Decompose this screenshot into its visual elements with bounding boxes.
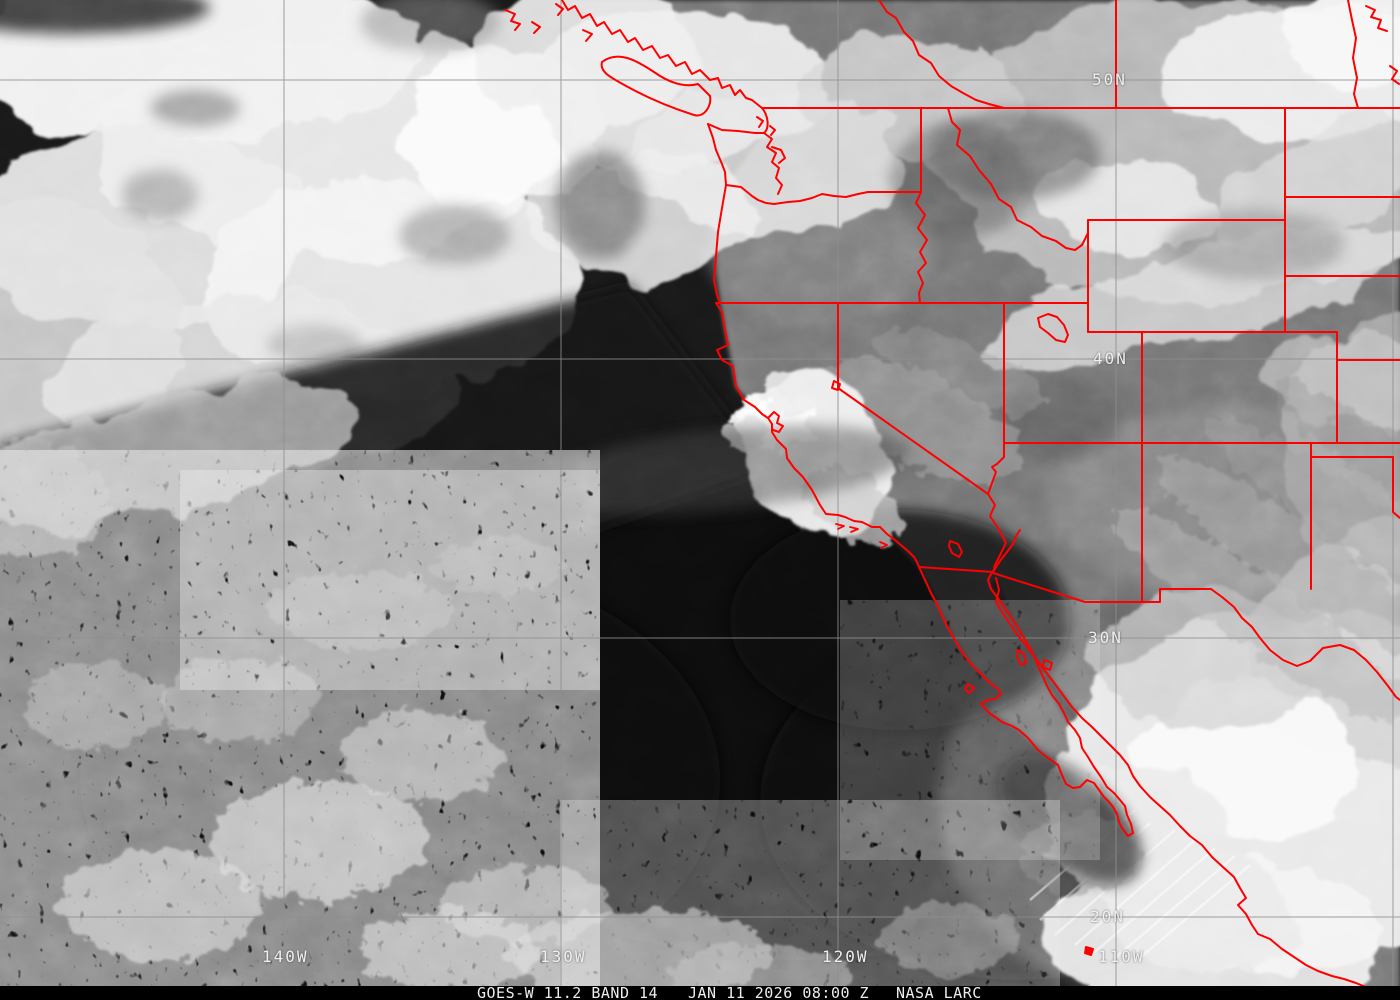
caption-satellite-band: GOES-W 11.2 BAND 14: [477, 984, 659, 1000]
caption-datetime: JAN 11 2026 08:00 Z: [688, 984, 870, 1000]
boundary-overlay: [504, 0, 1400, 986]
lat-label-30n: 30N: [1088, 628, 1123, 647]
lat-label-50n: 50N: [1092, 70, 1127, 89]
caption-credit: NASA LARC: [896, 984, 982, 1000]
lat-label-40n: 40N: [1093, 349, 1128, 368]
lon-label-130w: 130W: [540, 947, 587, 966]
caption-bar: GOES-W 11.2 BAND 14 JAN 11 2026 08:00 Z …: [0, 986, 1400, 1000]
lon-label-140w: 140W: [262, 947, 309, 966]
lat-label-20n: 20N: [1090, 907, 1125, 926]
lon-label-120w: 120W: [822, 947, 869, 966]
lon-label-110w: 110W: [1098, 947, 1145, 966]
